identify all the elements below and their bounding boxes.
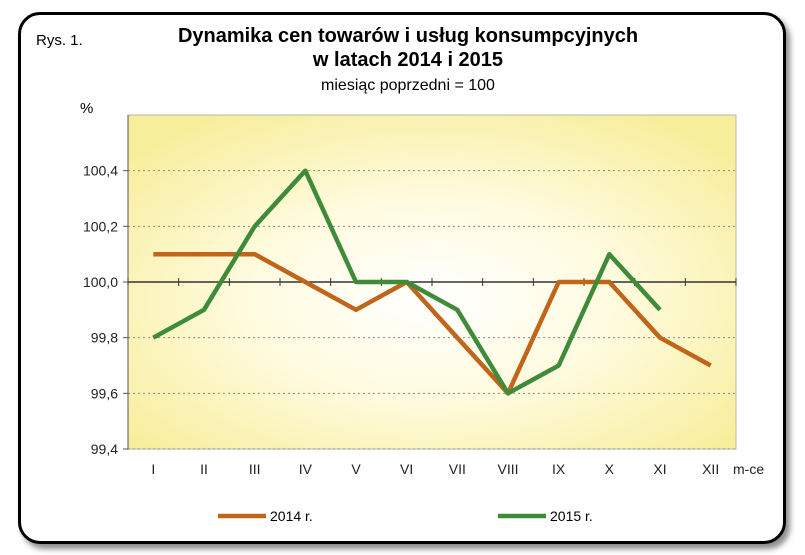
x-tick-labels: I II III IV V VI VII VIII IX X XI XII <box>151 461 719 477</box>
x-tick-label: XII <box>702 461 719 477</box>
x-tick-label: IX <box>552 461 566 477</box>
legend: 2014 r. 2015 r. <box>218 508 593 524</box>
x-tick-label: X <box>605 461 615 477</box>
x-tick-label: II <box>200 461 208 477</box>
y-tick-label: 99,4 <box>91 441 118 457</box>
y-tick-label: 100,0 <box>83 274 118 290</box>
figure-label: Rys. 1. <box>36 32 83 49</box>
x-tick-label: XI <box>653 461 666 477</box>
x-tick-label: VI <box>400 461 413 477</box>
x-tick-label: IV <box>299 461 313 477</box>
y-tick-label: 100,4 <box>83 163 118 179</box>
y-tick-label: 100,2 <box>83 218 118 234</box>
chart-title-line2: w latach 2014 i 2015 <box>312 49 503 71</box>
x-tick-label: VIII <box>497 461 518 477</box>
grid-lines <box>123 170 736 450</box>
series-line-1 <box>153 251 712 396</box>
x-tick-label: I <box>151 461 155 477</box>
legend-label-1: 2014 r. <box>270 508 313 524</box>
y-tick-label: 99,8 <box>91 330 118 346</box>
x-tick-label: III <box>249 461 261 477</box>
x-axis-label: m-ce <box>733 461 764 477</box>
legend-label-2: 2015 r. <box>550 508 593 524</box>
y-axis-label: % <box>80 100 93 117</box>
x-tick-label: V <box>351 461 361 477</box>
chart-subtitle: miesiąc poprzedni = 100 <box>321 77 495 94</box>
y-tick-labels: 99,4 99,6 99,8 100,0 100,2 100,4 <box>83 163 118 457</box>
chart-title-line1: Dynamika cen towarów i usług konsumpcyjn… <box>178 25 638 47</box>
y-tick-label: 99,6 <box>91 385 118 401</box>
x-tick-label: VII <box>449 461 466 477</box>
series-lines <box>152 168 712 396</box>
series-line-2 <box>152 168 662 396</box>
